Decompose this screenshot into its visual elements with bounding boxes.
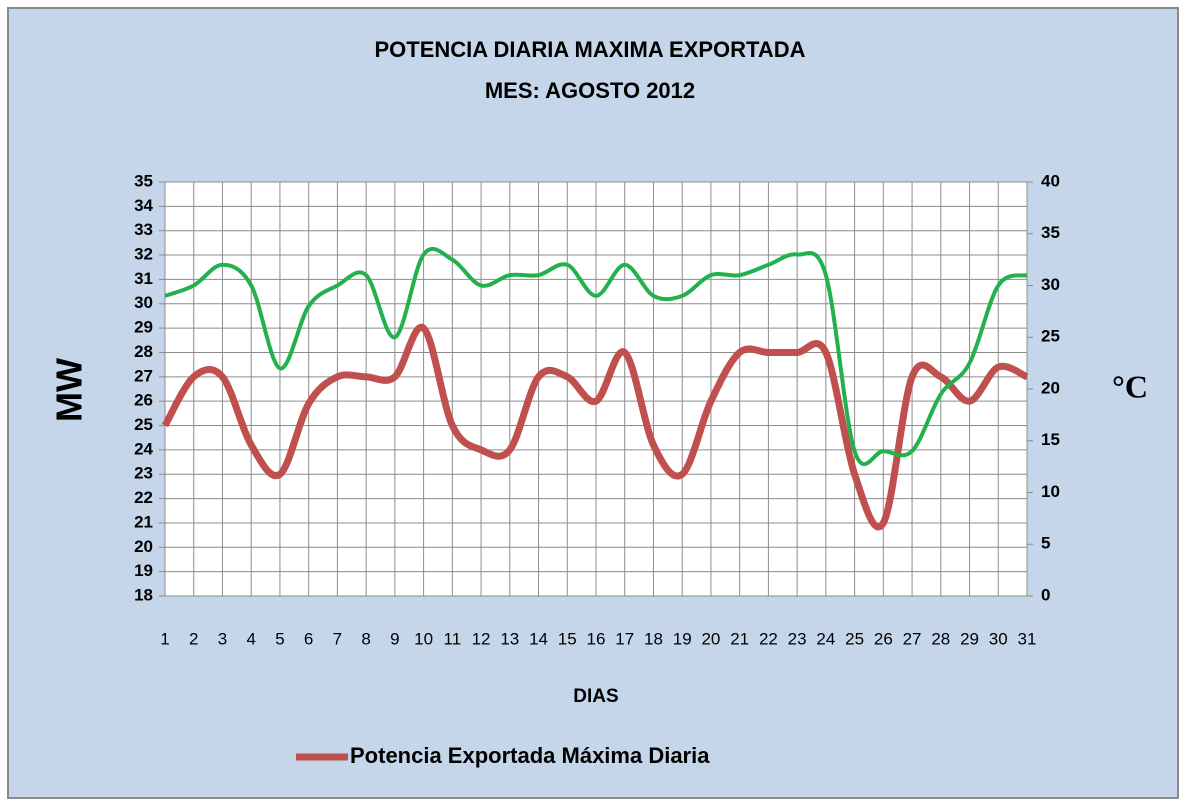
y-tick-label: 33	[134, 220, 153, 239]
x-tick-label: 16	[587, 629, 606, 648]
y2-tick-label: 0	[1041, 585, 1050, 604]
x-tick-label: 7	[333, 629, 342, 648]
y2-tick-label: 15	[1041, 430, 1060, 449]
y-tick-label: 29	[134, 318, 153, 337]
x-axis-label: DIAS	[573, 686, 618, 707]
x-tick-label: 10	[414, 629, 433, 648]
y-tick-label: 25	[134, 415, 153, 434]
x-tick-label: 6	[304, 629, 313, 648]
x-tick-label: 25	[845, 629, 864, 648]
x-tick-label: 22	[759, 629, 778, 648]
chart-title: POTENCIA DIARIA MAXIMA EXPORTADA	[374, 37, 805, 62]
y-axis-label: MW	[49, 358, 90, 422]
x-tick-label: 29	[960, 629, 979, 648]
x-tick-label: 15	[558, 629, 577, 648]
y-tick-label: 22	[134, 488, 153, 507]
y2-tick-label: 25	[1041, 327, 1060, 346]
x-tick-label: 31	[1018, 629, 1037, 648]
y-tick-label: 35	[134, 171, 153, 190]
x-tick-label: 13	[500, 629, 519, 648]
x-tick-label: 5	[275, 629, 284, 648]
x-tick-label: 26	[874, 629, 893, 648]
legend-label: Potencia Exportada Máxima Diaria	[350, 743, 710, 768]
x-tick-label: 19	[673, 629, 692, 648]
y2-tick-label: 40	[1041, 171, 1060, 190]
x-tick-label: 3	[218, 629, 227, 648]
plot-border	[164, 181, 1028, 597]
x-tick-label: 9	[390, 629, 399, 648]
y2-tick-label: 35	[1041, 223, 1060, 242]
y-tick-label: 32	[134, 245, 153, 264]
x-tick-label: 14	[529, 629, 548, 648]
x-tick-label: 21	[730, 629, 749, 648]
x-tick-label: 23	[788, 629, 807, 648]
x-tick-label: 11	[444, 629, 462, 648]
y-tick-label: 24	[134, 439, 153, 458]
chart-subtitle: MES: AGOSTO 2012	[485, 78, 695, 103]
y-tick-label: 34	[134, 196, 153, 215]
x-tick-label: 24	[816, 629, 835, 648]
x-tick-label: 1	[160, 629, 169, 648]
y-tick-label: 30	[134, 293, 153, 312]
y-tick-label: 28	[134, 342, 153, 361]
x-tick-label: 30	[989, 629, 1008, 648]
x-tick-label: 28	[931, 629, 950, 648]
y-tick-label: 19	[134, 561, 153, 580]
x-tick-label: 2	[189, 629, 198, 648]
x-tick-label: 17	[615, 629, 634, 648]
series-line	[164, 247, 1028, 467]
x-tick-label: 27	[903, 629, 922, 648]
y2-axis-label: °C	[1112, 368, 1148, 404]
x-tick-label: 18	[644, 629, 663, 648]
y-tick-label: 26	[134, 391, 153, 410]
y-tick-label: 27	[134, 366, 153, 385]
y-tick-label: 31	[134, 269, 153, 288]
x-tick-label: 8	[361, 629, 370, 648]
y-tick-label: 21	[134, 512, 153, 531]
x-tick-label: 4	[246, 629, 255, 648]
y2-tick-label: 30	[1041, 275, 1060, 294]
y-tick-label: 23	[134, 464, 153, 483]
y-tick-label: 20	[134, 537, 153, 556]
x-tick-label: 20	[701, 629, 720, 648]
y2-tick-label: 20	[1041, 378, 1060, 397]
y2-tick-label: 10	[1041, 482, 1060, 501]
y-tick-label: 18	[134, 585, 153, 604]
series-line	[161, 323, 1029, 531]
x-tick-label: 12	[472, 629, 491, 648]
y2-tick-label: 5	[1041, 534, 1050, 553]
